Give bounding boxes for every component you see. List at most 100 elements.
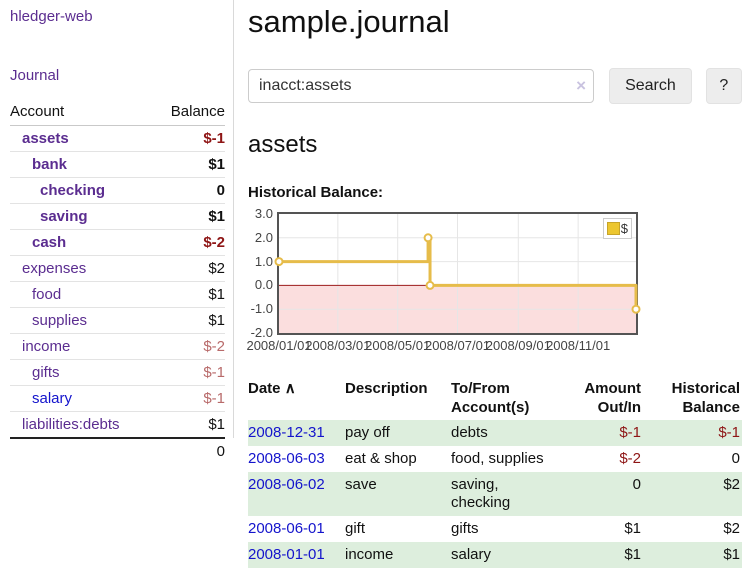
transaction-amount: $-1 — [619, 424, 641, 441]
page-title: sample.journal — [248, 4, 450, 39]
account-link-food[interactable]: food — [32, 286, 62, 303]
plot-area: $ — [274, 212, 641, 335]
account-link-expenses[interactable]: expenses — [22, 260, 87, 277]
transaction-balance: 0 — [731, 450, 740, 467]
account-link-liabilities-debts[interactable]: liabilities:debts — [22, 416, 120, 433]
search-box: × — [248, 69, 595, 103]
transaction-balance: $2 — [723, 476, 740, 493]
transaction-amount: 0 — [632, 476, 641, 493]
transaction-amount: $1 — [624, 520, 641, 537]
search-input[interactable] — [248, 69, 595, 103]
x-axis-tick: 2008/03/01 — [305, 338, 371, 353]
transaction-date-link[interactable]: 2008-06-03 — [248, 450, 325, 467]
y-axis-tick: 0.0 — [254, 277, 273, 293]
transaction-amount: $1 — [624, 546, 641, 563]
account-link-bank[interactable]: bank — [32, 156, 68, 173]
account-balance: $1 — [153, 281, 225, 308]
account-row: liabilities:debts $1 — [10, 411, 225, 438]
account-balance: 0 — [153, 177, 225, 204]
account-link-cash[interactable]: cash — [32, 234, 67, 251]
transaction-date-link[interactable]: 2008-01-01 — [248, 546, 325, 563]
account-row: salary $-1 — [10, 385, 225, 412]
sidebar-item-journal[interactable]: Journal — [10, 67, 60, 84]
app-title: hledger-web — [10, 8, 225, 25]
transaction-accounts: gifts — [451, 520, 479, 537]
accounts-col-balance: Balance — [153, 100, 225, 126]
table-row: 2008-01-01 income salary $1 $1 — [248, 542, 742, 568]
y-axis-tick: -2.0 — [250, 325, 273, 340]
account-balance: $1 — [153, 203, 225, 230]
account-row: checking 0 — [10, 177, 225, 204]
sidebar: hledger-web Journal Account Balance asse… — [0, 0, 233, 464]
x-axis-tick: 2008/07/01 — [424, 338, 491, 353]
account-row: food $1 — [10, 281, 225, 308]
register-header-row: Date ∧ Description To/From Account(s) Am… — [248, 376, 742, 420]
journal-nav: Journal — [10, 67, 225, 84]
transaction-date-link[interactable]: 2008-06-01 — [248, 520, 325, 537]
account-row: assets $-1 — [10, 126, 225, 152]
account-balance: $-1 — [153, 359, 225, 386]
col-tofrom-line2: Account(s) — [451, 399, 530, 416]
account-link-saving[interactable]: saving — [40, 208, 88, 225]
col-amount-line1: Amount — [584, 380, 641, 397]
accounts-table: Account Balance assets $-1 bank $1 check… — [10, 100, 225, 464]
account-row: income $-2 — [10, 333, 225, 360]
y-axis-tick: -1.0 — [250, 301, 273, 317]
transaction-balance: $2 — [723, 520, 740, 537]
account-link-income[interactable]: income — [22, 338, 71, 355]
accounts-total: 0 — [153, 437, 225, 464]
account-balance: $-2 — [153, 333, 225, 360]
x-axis-tick: 2008/11/01 — [546, 338, 611, 353]
help-button[interactable]: ? — [705, 68, 742, 104]
transaction-balance: $1 — [723, 546, 740, 563]
sidebar-divider — [233, 0, 234, 438]
main-content: sample.journal × Search ? assets Histori… — [246, 0, 742, 568]
legend-swatch-icon — [606, 222, 620, 235]
transaction-accounts: debts — [451, 424, 488, 441]
account-link-checking[interactable]: checking — [40, 182, 106, 199]
account-row: bank $1 — [10, 151, 225, 178]
search-button[interactable]: Search — [609, 68, 692, 104]
account-balance: $1 — [153, 151, 225, 178]
accounts-total-row: 0 — [10, 437, 225, 464]
search-row: × Search ? — [248, 68, 742, 104]
col-amount-outin: Amount Out/In — [555, 376, 643, 420]
table-row: 2008-06-03 eat & shop food, supplies $-2… — [248, 446, 742, 472]
transaction-amount: $-2 — [619, 450, 641, 467]
col-amount-line2: Out/In — [597, 399, 641, 416]
col-historical-balance: Historical Balance — [643, 376, 742, 420]
col-date[interactable]: Date ∧ — [248, 376, 345, 420]
transaction-balance: $-1 — [718, 424, 740, 441]
table-row: 2008-06-01 gift gifts $1 $2 — [248, 516, 742, 542]
account-link-assets[interactable]: assets — [22, 130, 69, 147]
transaction-accounts: salary — [451, 546, 492, 563]
account-balance: $-1 — [153, 385, 225, 412]
transaction-date-link[interactable]: 2008-06-02 — [248, 476, 325, 493]
y-axis-tick: 2.0 — [254, 229, 273, 245]
clear-search-icon[interactable]: × — [576, 76, 587, 95]
account-balance: $-2 — [153, 229, 225, 256]
app-title-link[interactable]: hledger-web — [10, 8, 93, 25]
account-balance: $1 — [153, 307, 225, 334]
transaction-description: save — [345, 476, 377, 493]
account-link-salary[interactable]: salary — [32, 390, 73, 407]
account-link-supplies[interactable]: supplies — [32, 312, 88, 329]
table-row: 2008-06-02 save saving, checking 0 $2 — [248, 472, 742, 516]
account-row: gifts $-1 — [10, 359, 225, 386]
col-description: Description — [345, 380, 428, 397]
col-hist-line1: Historical — [671, 380, 740, 397]
chart-legend: $ — [602, 218, 632, 239]
x-axis-tick: 2008/09/01 — [485, 338, 551, 353]
account-row: cash $-2 — [10, 229, 225, 256]
balance-line-chart — [274, 214, 641, 333]
transaction-accounts: saving, checking — [451, 476, 511, 511]
accounts-col-account: Account — [10, 100, 154, 126]
col-tofrom-line1: To/From — [451, 380, 510, 397]
account-row: expenses $2 — [10, 255, 225, 282]
transaction-date-link[interactable]: 2008-12-31 — [248, 424, 325, 441]
y-axis-tick: 3.0 — [254, 206, 273, 221]
account-link-gifts[interactable]: gifts — [32, 364, 60, 381]
x-axis-tick: 2008/05/01 — [365, 338, 431, 353]
chart-label: Historical Balance: — [248, 184, 384, 201]
col-date-label: Date — [248, 380, 281, 397]
